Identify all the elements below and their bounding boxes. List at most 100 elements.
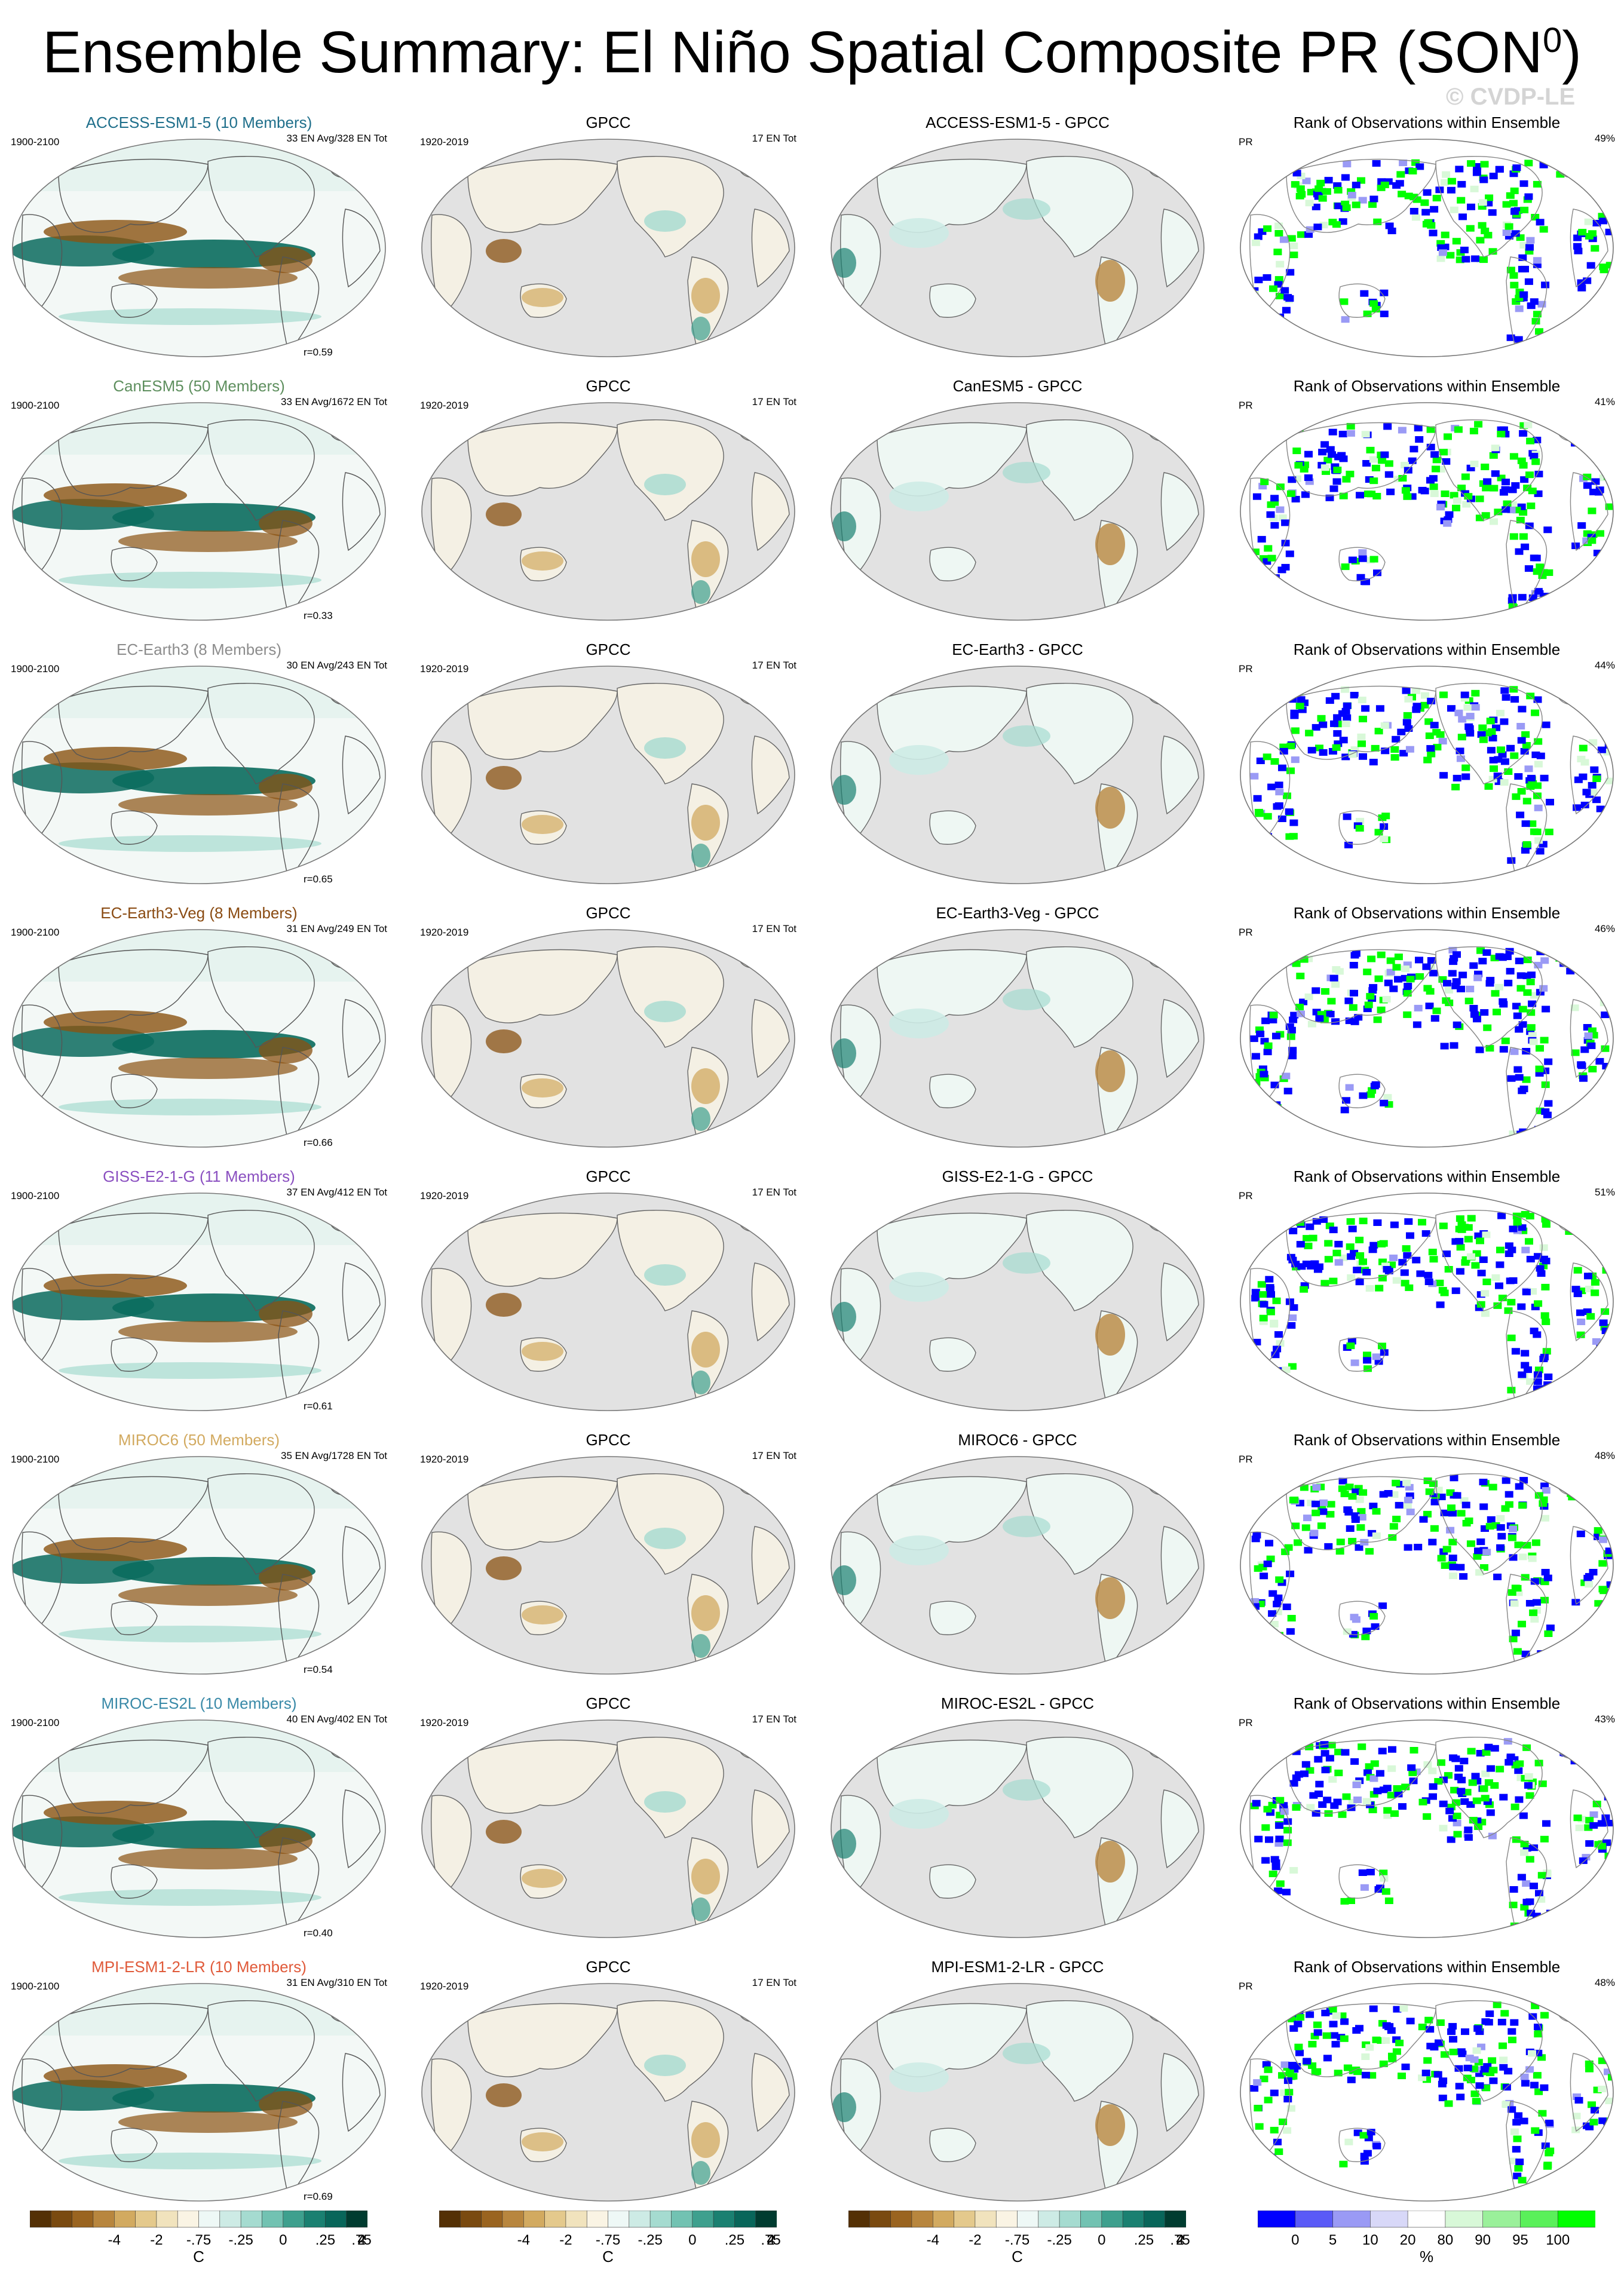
rank-cell: [1566, 968, 1575, 974]
rank-cell: [1564, 1485, 1573, 1491]
rank-cell: [1519, 430, 1528, 437]
rank-cell: [1482, 1279, 1491, 1286]
rank-cell: [1397, 728, 1406, 735]
rank-cell: [1304, 1242, 1313, 1249]
rank-cell: [1265, 1276, 1274, 1283]
rank-cell: [1536, 1265, 1545, 1272]
obs-panel-title: GPCC: [586, 640, 631, 658]
obs-map: [420, 1982, 796, 2221]
coastline-africa: [22, 2058, 63, 2162]
rank-cell: [1577, 698, 1586, 706]
model-panel-title: EC-Earth3-Veg (8 Members): [100, 904, 298, 922]
rank-cell: [1279, 743, 1288, 750]
rank-map: [1239, 1718, 1615, 1957]
rank-cell: [1287, 2073, 1296, 2080]
coastline-africa: [431, 1268, 472, 1372]
model-panel: ACCESS-ESM1-5 (10 Members) 1900-2100 33 EN…: [11, 114, 387, 376]
rank-cell: [1518, 1371, 1527, 1378]
rank-cell: [1383, 1807, 1392, 1814]
rank-cell: [1430, 1498, 1439, 1506]
rank-cell: [1351, 1512, 1360, 1519]
rank-cell: [1580, 173, 1589, 180]
rank-cell: [1384, 460, 1393, 467]
rank-cell: [1484, 200, 1493, 207]
rank-cell: [1490, 955, 1499, 961]
rank-cell: [1428, 1767, 1437, 1774]
model-panel-title: GISS-E2-1-G (11 Members): [103, 1167, 295, 1185]
colorbar-tick-label: 4: [357, 2232, 366, 2248]
wet-anomaly-south-america: [691, 2161, 710, 2185]
dry-anomaly-south-pacific: [118, 2111, 298, 2133]
colorbar-swatch: [1101, 2211, 1123, 2228]
dry-anomaly-australia: [522, 2132, 563, 2151]
rank-cell: [1583, 427, 1592, 434]
rank-cell: [1469, 962, 1478, 969]
rank-cell: [1363, 1769, 1372, 1776]
rank-panel-title: Rank of Observations within Ensemble: [1293, 1431, 1561, 1449]
rank-cell: [1403, 1502, 1412, 1509]
rank-cell: [1381, 747, 1390, 755]
rank-cell: [1569, 432, 1578, 439]
rank-cell: [1462, 1520, 1471, 1526]
colorbar-obs: -4 -2 -.75 -.25 0.25.75 2 4 C: [439, 2211, 781, 2282]
dry-anomaly-south-america: [259, 2091, 312, 2117]
coastline-north-america: [617, 1210, 724, 1311]
rank-cell: [1330, 720, 1338, 727]
rank-cell: [1509, 686, 1518, 693]
rank-cell: [1379, 1869, 1388, 1877]
rank-cell: [1426, 443, 1435, 450]
dry-difference-south-america: [1095, 260, 1125, 302]
rank-cell: [1300, 1484, 1309, 1491]
rank-cell: [1426, 988, 1435, 995]
rank-cell: [1541, 1515, 1549, 1522]
rank-cell: [1544, 1630, 1553, 1637]
coastline-australia: [111, 1337, 158, 1372]
diff-panel-title: MIROC6 - GPCC: [958, 1431, 1077, 1449]
rank-cell: [1499, 1794, 1508, 1801]
coastline-europe-asia: [58, 685, 209, 760]
rank-cell: [1335, 968, 1344, 975]
rank-cell: [1336, 1538, 1345, 1546]
rank-cell: [1478, 724, 1487, 731]
coastline-europe-asia: [467, 685, 618, 760]
rank-cell: [1325, 697, 1334, 704]
colorbar-swatch: [586, 2211, 609, 2228]
coastline-africa-east: [1570, 472, 1608, 551]
rank-cell: [1475, 2082, 1484, 2089]
rank-cell: [1539, 161, 1548, 168]
colorbar-swatch: [911, 2211, 934, 2228]
rank-cell: [1318, 195, 1327, 202]
rank-cell: [1300, 1286, 1309, 1293]
rank-cell: [1509, 1554, 1518, 1561]
rank-cell: [1533, 696, 1542, 703]
rank-cell: [1511, 1348, 1520, 1355]
rank-cell: [1340, 298, 1349, 305]
rank-cell: [1534, 761, 1543, 768]
rank-cell: [1507, 507, 1516, 514]
diff-panel: EC-Earth3 - GPCC: [829, 640, 1206, 903]
rank-panel-title: Rank of Observations within Ensemble: [1293, 640, 1561, 658]
colorbar-swatch: [671, 2211, 693, 2228]
rank-cell: [1369, 1241, 1378, 1249]
wet-difference-africa: [832, 511, 856, 541]
rank-cell: [1576, 1482, 1585, 1489]
model-panel-title: MPI-ESM1-2-LR (10 Members): [91, 1958, 307, 1976]
rank-cell: [1574, 776, 1583, 783]
rank-cell: [1499, 2064, 1508, 2071]
rank-cell: [1401, 462, 1409, 468]
coastline-europe-asia: [467, 158, 618, 233]
rank-cell: [1340, 2035, 1349, 2042]
rank-cell: [1509, 1130, 1518, 1138]
rank-cell: [1519, 291, 1528, 298]
rank-cell: [1533, 1378, 1542, 1385]
obs-map: [420, 1718, 796, 1957]
colorbar-swatch: [869, 2211, 891, 2228]
rank-cell: [1576, 2016, 1585, 2023]
rank-cell: [1359, 2132, 1368, 2139]
rank-cell: [1412, 1021, 1421, 1028]
map-outline: [1240, 1983, 1614, 2202]
coastline-africa-east: [1570, 1262, 1608, 1342]
rank-cell: [1368, 1087, 1377, 1094]
rank-cell: [1384, 2024, 1393, 2031]
rank-cell: [1473, 1553, 1482, 1560]
